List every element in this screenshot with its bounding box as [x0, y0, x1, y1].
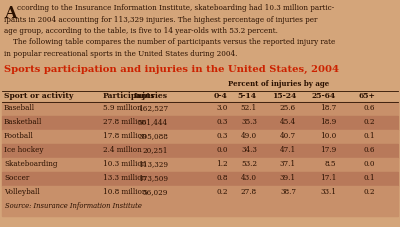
Text: A: A	[4, 5, 16, 22]
Text: 2.4 million: 2.4 million	[103, 146, 142, 155]
Text: 37.1: 37.1	[280, 160, 296, 168]
Text: 10.0: 10.0	[320, 133, 336, 141]
Text: 0.6: 0.6	[364, 104, 375, 113]
Text: 18.9: 18.9	[320, 118, 336, 126]
Text: Football: Football	[4, 133, 34, 141]
Text: 13.3 million: 13.3 million	[103, 175, 146, 183]
Bar	[2, 144, 398, 158]
Text: Baseball: Baseball	[4, 104, 35, 113]
Text: 52.1: 52.1	[241, 104, 257, 113]
Text: 0.2: 0.2	[364, 188, 375, 197]
Bar	[2, 200, 398, 216]
Text: Ice hockey: Ice hockey	[4, 146, 44, 155]
Text: The following table compares the number of participants versus the reported inju: The following table compares the number …	[4, 39, 335, 47]
Text: 0.8: 0.8	[216, 175, 228, 183]
Text: 47.1: 47.1	[280, 146, 296, 155]
Text: Participants: Participants	[103, 92, 156, 100]
Text: Injuries: Injuries	[134, 92, 168, 100]
Text: 0.1: 0.1	[363, 175, 375, 183]
Text: 27.8: 27.8	[241, 188, 257, 197]
Text: 34.3: 34.3	[241, 146, 257, 155]
Text: 49.0: 49.0	[241, 133, 257, 141]
Bar	[2, 102, 398, 116]
Text: 173,509: 173,509	[138, 175, 168, 183]
Text: in popular recreational sports in the United States during 2004.: in popular recreational sports in the Un…	[4, 50, 237, 58]
Text: 5.9 million: 5.9 million	[103, 104, 142, 113]
Text: Volleyball: Volleyball	[4, 188, 40, 197]
Text: 5-14: 5-14	[238, 92, 257, 100]
Text: 162,527: 162,527	[138, 104, 168, 113]
Bar	[2, 116, 398, 130]
Text: 8.5: 8.5	[324, 160, 336, 168]
Text: 40.7: 40.7	[280, 133, 296, 141]
Text: ccording to the Insurance Information Institute, skateboarding had 10.3 million : ccording to the Insurance Information In…	[17, 4, 334, 12]
Text: Sport or activity: Sport or activity	[4, 92, 73, 100]
Text: 0.6: 0.6	[364, 146, 375, 155]
Text: 0.0: 0.0	[364, 160, 375, 168]
Text: 17.1: 17.1	[320, 175, 336, 183]
Text: 18.7: 18.7	[320, 104, 336, 113]
Text: Percent of injuries by age: Percent of injuries by age	[228, 80, 329, 88]
Bar	[2, 186, 398, 200]
Text: 0.3: 0.3	[217, 118, 228, 126]
Text: 15-24: 15-24	[272, 92, 296, 100]
Bar	[2, 158, 398, 172]
Text: 20,251: 20,251	[142, 146, 168, 155]
Text: 10.8 million: 10.8 million	[103, 188, 146, 197]
Text: 25-64: 25-64	[312, 92, 336, 100]
Text: 113,329: 113,329	[138, 160, 168, 168]
Text: age group, according to the table, is five to 14 year-olds with 53.2 percent.: age group, according to the table, is fi…	[4, 27, 278, 35]
Text: 39.1: 39.1	[280, 175, 296, 183]
Text: 0.2: 0.2	[364, 118, 375, 126]
Text: 27.8 million: 27.8 million	[103, 118, 146, 126]
Text: 45.4: 45.4	[280, 118, 296, 126]
Text: 25.6: 25.6	[280, 104, 296, 113]
Text: 0.0: 0.0	[216, 146, 228, 155]
Text: 561,444: 561,444	[138, 118, 168, 126]
Text: 53.2: 53.2	[241, 160, 257, 168]
Text: 38.7: 38.7	[280, 188, 296, 197]
Bar	[2, 172, 398, 186]
Text: Source: Insurance Information Institute: Source: Insurance Information Institute	[5, 202, 142, 210]
Text: 395,088: 395,088	[138, 133, 168, 141]
Text: 1.2: 1.2	[216, 160, 228, 168]
Text: 33.1: 33.1	[320, 188, 336, 197]
Text: Skateboarding: Skateboarding	[4, 160, 58, 168]
Text: ipants in 2004 accounting for 113,329 injuries. The highest percentage of injuri: ipants in 2004 accounting for 113,329 in…	[4, 15, 317, 24]
Text: 65+: 65+	[358, 92, 375, 100]
Text: 10.3 million: 10.3 million	[103, 160, 146, 168]
Text: 17.8 million: 17.8 million	[103, 133, 146, 141]
Text: 3.0: 3.0	[217, 104, 228, 113]
Text: Basketball: Basketball	[4, 118, 42, 126]
Bar	[2, 130, 398, 144]
Text: 0.2: 0.2	[216, 188, 228, 197]
Text: 0-4: 0-4	[214, 92, 228, 100]
Text: 43.0: 43.0	[241, 175, 257, 183]
Text: 17.9: 17.9	[320, 146, 336, 155]
Text: 35.3: 35.3	[241, 118, 257, 126]
Text: Sports participation and injuries in the United States, 2004: Sports participation and injuries in the…	[4, 65, 339, 74]
Text: 56,029: 56,029	[143, 188, 168, 197]
Text: 0.1: 0.1	[363, 133, 375, 141]
Text: 0.3: 0.3	[217, 133, 228, 141]
Text: Soccer: Soccer	[4, 175, 29, 183]
